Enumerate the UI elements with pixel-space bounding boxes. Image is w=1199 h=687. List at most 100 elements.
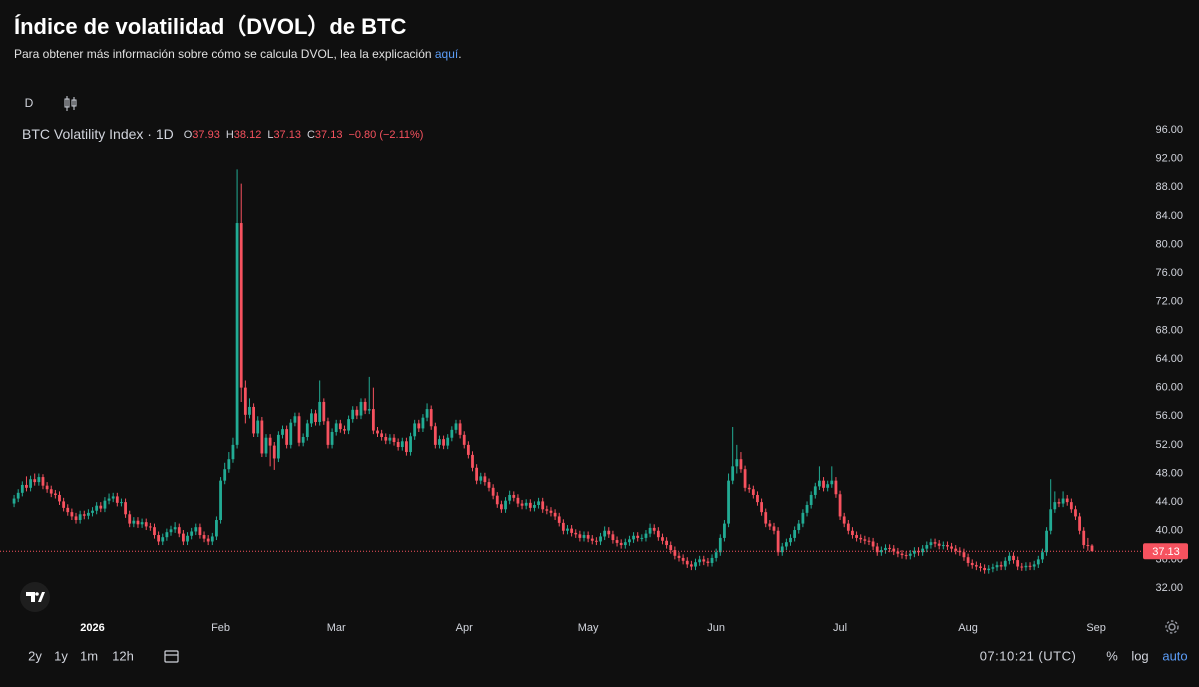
candle-body (165, 532, 169, 538)
candle-body (1069, 502, 1073, 510)
interval-button[interactable]: D (25, 96, 34, 110)
candle-body (648, 527, 652, 534)
candle-body (95, 505, 99, 511)
candle-body (892, 548, 896, 552)
candle-body (537, 501, 540, 505)
page-title: Índice de volatilidad（DVOL）de BTC (14, 14, 407, 39)
candle-body (363, 401, 367, 411)
candle-body (611, 534, 615, 541)
candle-body (586, 535, 590, 539)
candles (12, 169, 1094, 574)
candle-body (549, 510, 553, 513)
legend-value: 37.93 (192, 129, 220, 141)
range-button[interactable]: 12h (112, 648, 134, 663)
candle-body (376, 430, 379, 434)
candle-body (983, 567, 987, 571)
candle-body (747, 487, 751, 490)
x-tick-label: Jun (707, 622, 725, 634)
candle-body (669, 545, 673, 551)
candle-body (91, 510, 94, 513)
candle-body (446, 437, 450, 446)
candle-body (570, 528, 574, 533)
note-text: Para obtener más información sobre cómo … (14, 47, 435, 61)
candle-body (632, 535, 635, 540)
candle-body (818, 480, 821, 487)
candle-body (62, 501, 66, 508)
range-button[interactable]: 1y (54, 648, 68, 663)
candle-body (479, 476, 483, 481)
range-button[interactable]: 2y (28, 648, 42, 663)
candle-body (458, 423, 462, 435)
candle-body (772, 526, 776, 531)
y-tick-label: 76.00 (1155, 267, 1183, 279)
candle-body (863, 539, 867, 541)
candle-body (801, 512, 805, 524)
candle-body (471, 454, 474, 468)
candle-body (830, 480, 834, 485)
range-button[interactable]: 1m (80, 648, 98, 663)
candle-body (276, 434, 280, 459)
candle-body (594, 540, 598, 542)
candle-body (66, 507, 70, 513)
candle-body (260, 420, 264, 454)
candle-body (355, 409, 359, 416)
candle-body (677, 555, 681, 558)
candle-body (235, 223, 239, 445)
candle-body (1016, 560, 1020, 567)
candle-body (1090, 545, 1094, 552)
candle-body (326, 421, 330, 445)
candle-body (314, 413, 317, 422)
candle-body (541, 501, 545, 510)
candle-body (103, 500, 107, 509)
calendar-button[interactable] (164, 650, 179, 663)
candle-body (875, 546, 879, 553)
x-tick-label: 2026 (80, 622, 104, 634)
candle-body (409, 436, 412, 453)
candle-body (243, 387, 247, 415)
scale-option[interactable]: % (1106, 648, 1118, 663)
candle-body (1007, 555, 1011, 561)
candle-body (1032, 564, 1036, 567)
candle-body (144, 522, 148, 527)
candle-body (644, 533, 648, 538)
candle-body (215, 520, 218, 537)
candle-body (500, 504, 503, 510)
candle-body (421, 417, 425, 429)
candle-body (921, 548, 925, 553)
candle-body (219, 480, 222, 521)
candle-body (1024, 565, 1028, 568)
candle-body (561, 522, 565, 531)
candle-body (70, 512, 74, 517)
candle-body (417, 423, 421, 429)
candle-body (318, 401, 322, 422)
candle-body (859, 537, 863, 540)
settings-button[interactable] (1165, 620, 1179, 634)
candle-body (714, 552, 718, 558)
logo[interactable] (20, 582, 50, 612)
candle-body (739, 459, 743, 470)
candle-body (78, 514, 82, 521)
candle-body (202, 535, 206, 539)
chart-type-button[interactable] (64, 96, 77, 111)
candle-body (186, 535, 189, 542)
subtitle: Para obtener más información sobre cómo … (14, 47, 462, 61)
candle-body (1012, 555, 1015, 561)
logo-glyph (26, 592, 45, 602)
candle-body (429, 409, 433, 427)
legend-label: L (267, 129, 273, 141)
scale-option[interactable]: auto (1162, 648, 1187, 663)
candle-body (45, 485, 49, 490)
x-tick-label: Feb (211, 622, 230, 634)
candle-body (1028, 565, 1032, 567)
candle-body (974, 565, 978, 567)
scale-option[interactable]: log (1131, 648, 1148, 663)
link[interactable]: aquí (434, 47, 459, 61)
candle-body (128, 514, 132, 524)
candle-body (954, 548, 958, 551)
candle-body (347, 419, 350, 431)
candle-body (239, 223, 243, 388)
candle-body (442, 439, 445, 446)
candle-body (615, 540, 619, 543)
candle-body (656, 530, 660, 538)
